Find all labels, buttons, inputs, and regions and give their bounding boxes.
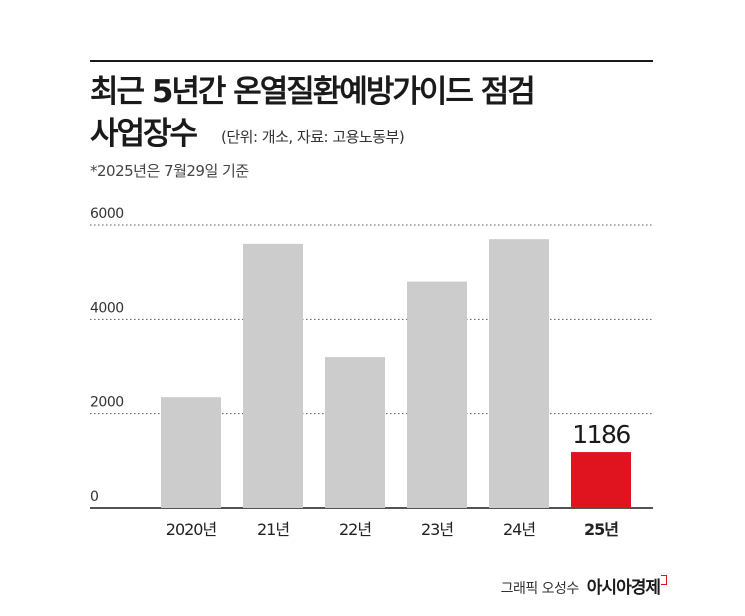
x-tick-label: 23년 <box>421 520 453 539</box>
x-tick-label: 25년 <box>584 520 618 539</box>
labels: 6000 4000 2000 0 2020년 21년 22년 23년 24년 25년 1186 <box>90 206 632 539</box>
bar <box>407 281 467 508</box>
bar <box>571 452 631 508</box>
x-tick-label: 22년 <box>339 520 371 539</box>
x-tick-label: 2020년 <box>166 520 217 539</box>
x-tick-label: 21년 <box>257 520 289 539</box>
y-tick-label: 4000 <box>90 300 124 316</box>
bars <box>161 239 631 508</box>
brand-mark-icon <box>661 575 667 585</box>
bar <box>325 357 385 508</box>
y-tick-label: 0 <box>90 489 98 505</box>
chart-title-line2: 사업장수 <box>90 116 198 152</box>
data-label: 1186 <box>572 420 630 449</box>
top-rule <box>90 60 653 62</box>
brand-logo: 아시아경제 <box>587 573 667 598</box>
y-tick-label: 2000 <box>90 395 124 411</box>
chart-title: 최근 5년간 온열질환예방가이드 점검 <box>90 74 536 110</box>
footer: 그래픽 오성수 아시아경제 <box>501 573 667 598</box>
graphic-credit: 그래픽 오성수 <box>500 581 580 597</box>
x-tick-label: 24년 <box>503 520 535 539</box>
bar <box>489 239 549 508</box>
unit-source-label: (단위: 개소, 자료: 고용노동부) <box>221 128 405 146</box>
bar <box>161 397 221 508</box>
brand-name: 아시아경제 <box>586 578 661 598</box>
footnote: *2025년은 7월29일 기준 <box>90 162 249 180</box>
y-tick-label: 6000 <box>90 206 124 222</box>
bar <box>243 243 303 508</box>
